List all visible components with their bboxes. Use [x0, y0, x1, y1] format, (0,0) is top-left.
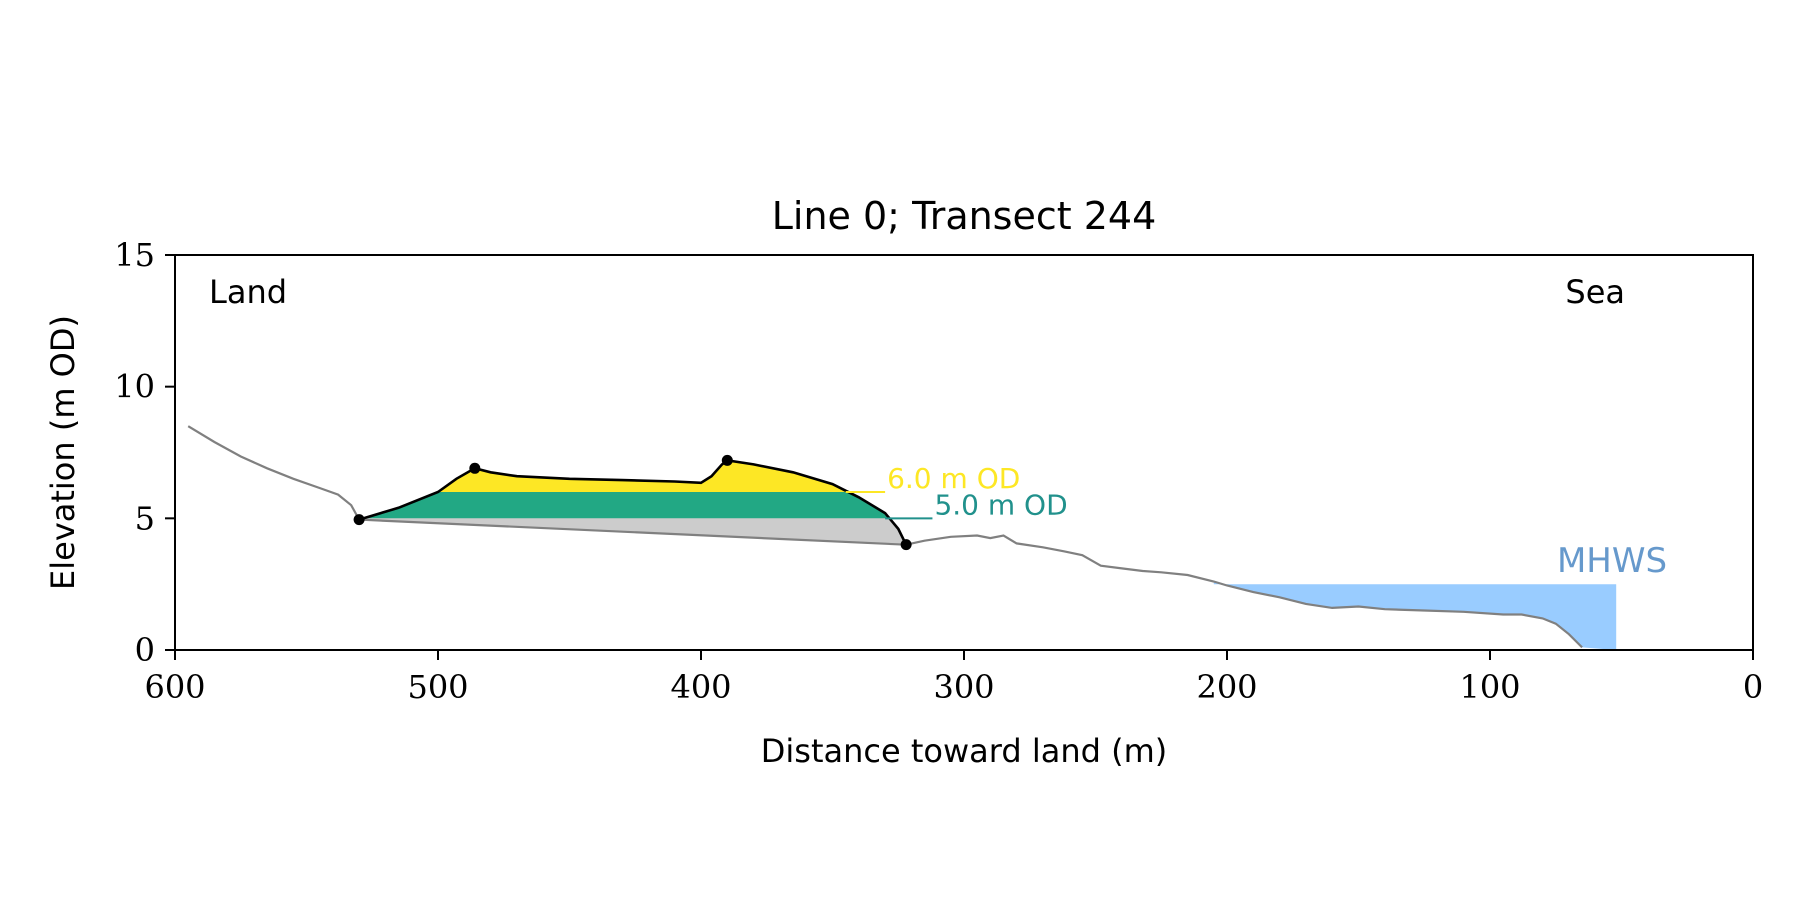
threshold-6m-label: 6.0 m OD — [887, 462, 1020, 495]
x-tick-label: 100 — [1459, 668, 1520, 706]
y-tick-label: 10 — [114, 368, 155, 406]
y-tick-label: 0 — [135, 631, 155, 669]
markers — [353, 454, 912, 551]
dune-marker-3 — [900, 539, 912, 551]
y-tick-label: 15 — [114, 236, 155, 274]
dune-marker-2 — [721, 454, 733, 466]
x-axis-label: Distance toward land (m) — [761, 732, 1167, 770]
x-tick-label: 200 — [1196, 668, 1257, 706]
dune-marker-0 — [353, 514, 365, 526]
mhws-area — [1213, 581, 1617, 650]
chart-title: Line 0; Transect 244 — [772, 194, 1157, 238]
dune-marker-1 — [469, 462, 481, 474]
x-tick-label: 500 — [407, 668, 468, 706]
y-axis-label: Elevation (m OD) — [44, 315, 82, 590]
x-tick-label: 600 — [144, 668, 205, 706]
land-label: Land — [209, 273, 287, 311]
mhws-label: MHWS — [1557, 541, 1667, 581]
x-tick-label: 300 — [933, 668, 994, 706]
y-axis: 0 5 10 15 — [114, 236, 175, 669]
plot-fills — [359, 460, 1617, 650]
y-tick-label: 5 — [135, 499, 155, 537]
sea-label: Sea — [1565, 273, 1625, 311]
threshold-5m-label: 5.0 m OD — [934, 488, 1067, 521]
x-tick-label: 400 — [670, 668, 731, 706]
x-tick-label: 0 — [1743, 668, 1763, 706]
band-above-6-fill — [438, 460, 849, 492]
x-axis: 600 500 400 300 200 100 0 — [144, 650, 1763, 706]
profile-line — [187, 425, 1583, 649]
